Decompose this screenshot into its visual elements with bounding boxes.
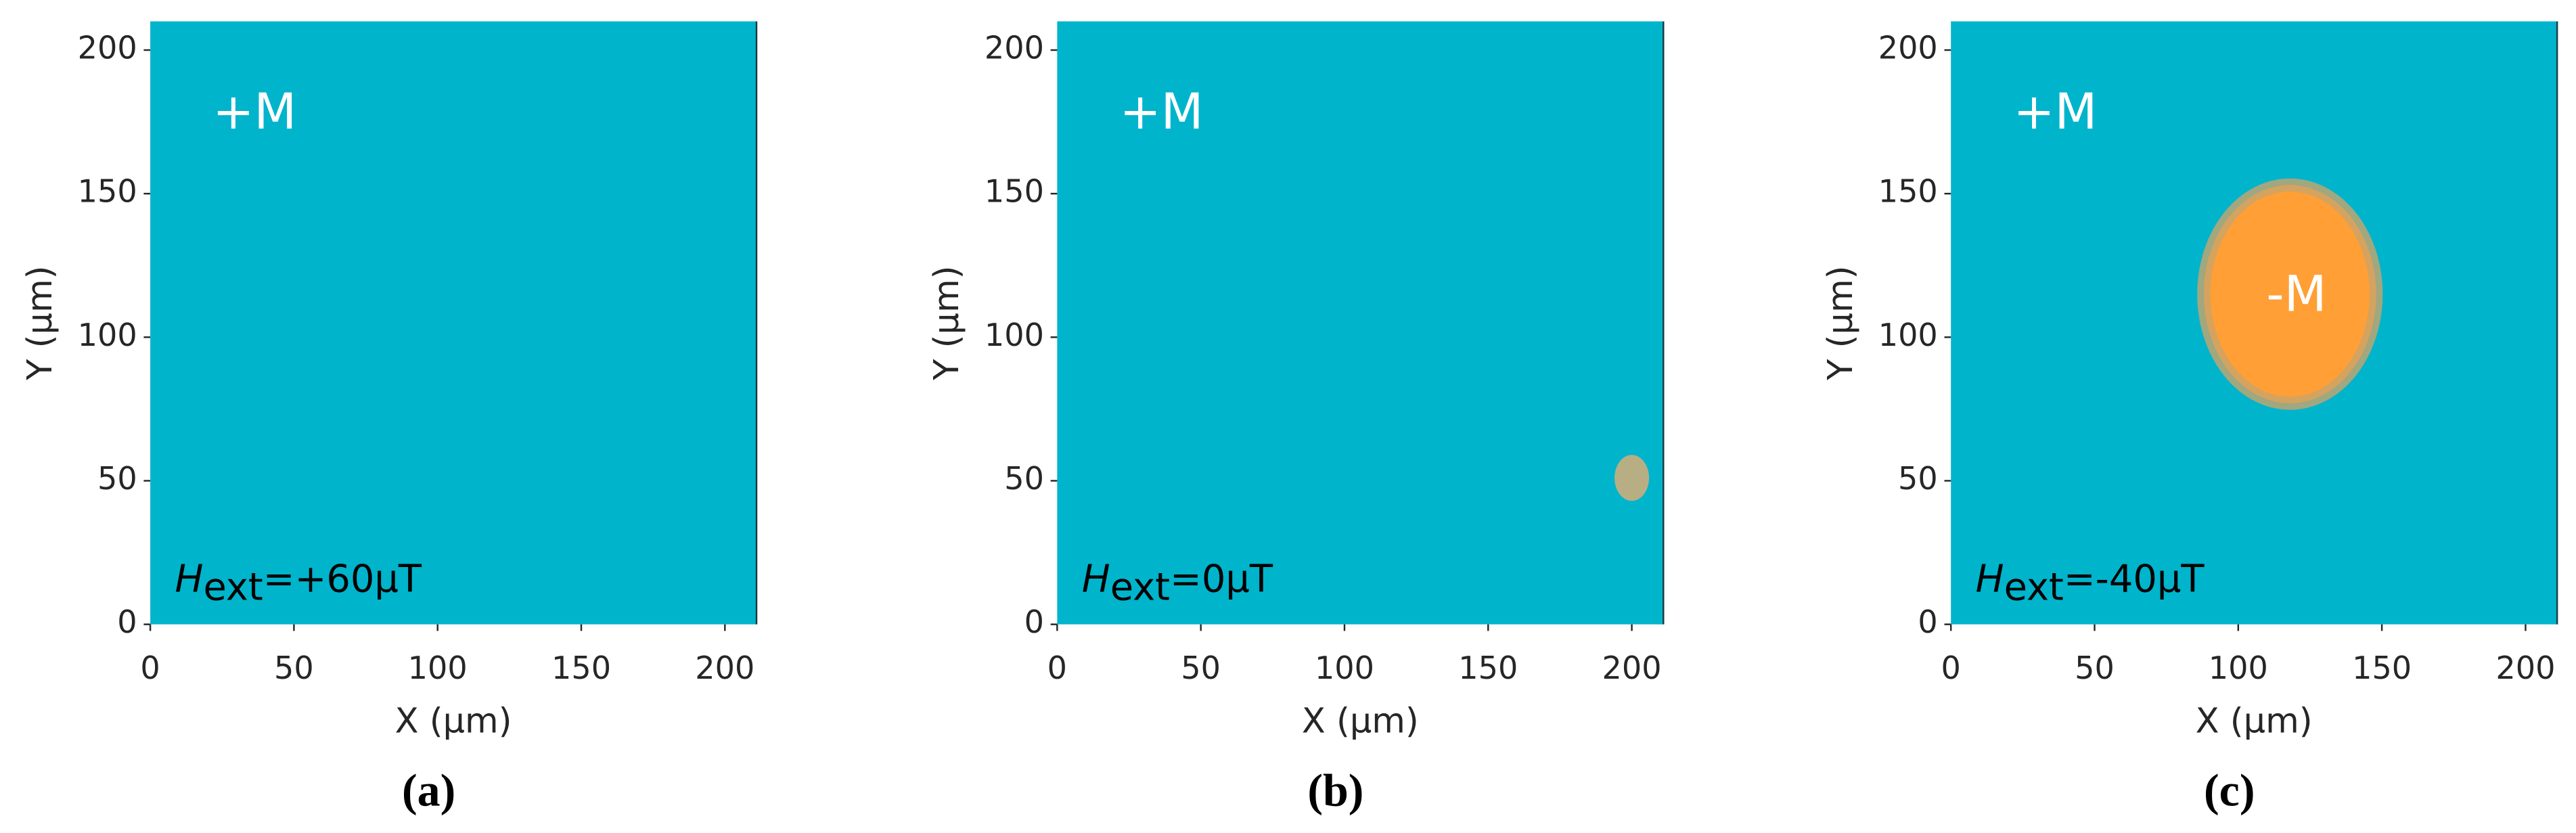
- x-axis-label: X (μm): [1302, 701, 1419, 741]
- y-axis-label: Y (μm): [20, 266, 60, 381]
- x-axis-label: X (μm): [2196, 701, 2313, 741]
- y-tick-label: 50: [1898, 460, 1938, 497]
- field-annotation: Hext=-40μT: [1976, 558, 2205, 610]
- y-axis-label: Y (μm): [927, 266, 967, 381]
- x-tick-label: 100: [2209, 650, 2268, 686]
- heatmap-background: [1057, 21, 1664, 625]
- domain-label: -M: [2266, 266, 2326, 323]
- y-tick-label: 50: [1004, 460, 1044, 497]
- magnetization-label: +M: [1120, 83, 1204, 141]
- panel-label: (c): [2204, 765, 2255, 816]
- y-tick-label: 0: [117, 604, 137, 640]
- y-tick-label: 150: [1878, 173, 1938, 210]
- y-tick-label: 100: [78, 317, 137, 353]
- y-tick-label: 0: [1024, 604, 1044, 640]
- y-tick-label: 200: [1878, 29, 1938, 66]
- field-subscript: ext: [1110, 566, 1170, 610]
- y-tick-label: 200: [985, 29, 1044, 66]
- x-tick-label: 200: [1602, 650, 1662, 686]
- y-tick-label: 150: [78, 173, 137, 210]
- x-tick-label: 0: [140, 650, 160, 686]
- panel-label: (b): [1307, 765, 1363, 816]
- field-value: =-40μT: [2064, 558, 2205, 602]
- x-tick-label: 200: [695, 650, 754, 686]
- x-tick-label: 0: [1941, 650, 1961, 686]
- y-tick-label: 0: [1918, 604, 1937, 640]
- y-tick-label: 200: [78, 29, 137, 66]
- magnetization-label: +M: [2013, 83, 2097, 141]
- field-symbol: H: [1082, 558, 1110, 602]
- field-annotation: Hext=0μT: [1082, 558, 1273, 610]
- y-tick-label: 150: [985, 173, 1044, 210]
- x-tick-label: 150: [2352, 650, 2412, 686]
- x-tick-label: 50: [1181, 650, 1221, 686]
- field-value: =+60μT: [263, 558, 422, 602]
- x-tick-label: 150: [551, 650, 611, 686]
- x-tick-label: 50: [2075, 650, 2115, 686]
- y-axis-label: Y (μm): [1821, 266, 1861, 381]
- field-subscript: ext: [204, 566, 263, 610]
- domain: [1614, 455, 1650, 501]
- field-value: =0μT: [1170, 558, 1273, 602]
- y-tick-label: 100: [1878, 317, 1938, 353]
- x-tick-label: 50: [274, 650, 314, 686]
- field-symbol: H: [1976, 558, 2004, 602]
- x-tick-label: 100: [408, 650, 468, 686]
- x-tick-label: 200: [2495, 650, 2555, 686]
- magnetization-label: +M: [212, 83, 296, 141]
- x-tick-label: 100: [1315, 650, 1374, 686]
- field-annotation: Hext=+60μT: [175, 558, 422, 610]
- y-tick-label: 100: [985, 317, 1044, 353]
- field-subscript: ext: [2004, 566, 2064, 610]
- y-tick-label: 50: [97, 460, 137, 497]
- field-symbol: H: [175, 558, 204, 602]
- domain: [2197, 178, 2383, 410]
- x-tick-label: 0: [1047, 650, 1067, 686]
- heatmap-background: [150, 21, 757, 625]
- x-axis-label: X (μm): [395, 701, 512, 741]
- x-tick-label: 150: [1458, 650, 1518, 686]
- panel-label: (a): [402, 765, 455, 816]
